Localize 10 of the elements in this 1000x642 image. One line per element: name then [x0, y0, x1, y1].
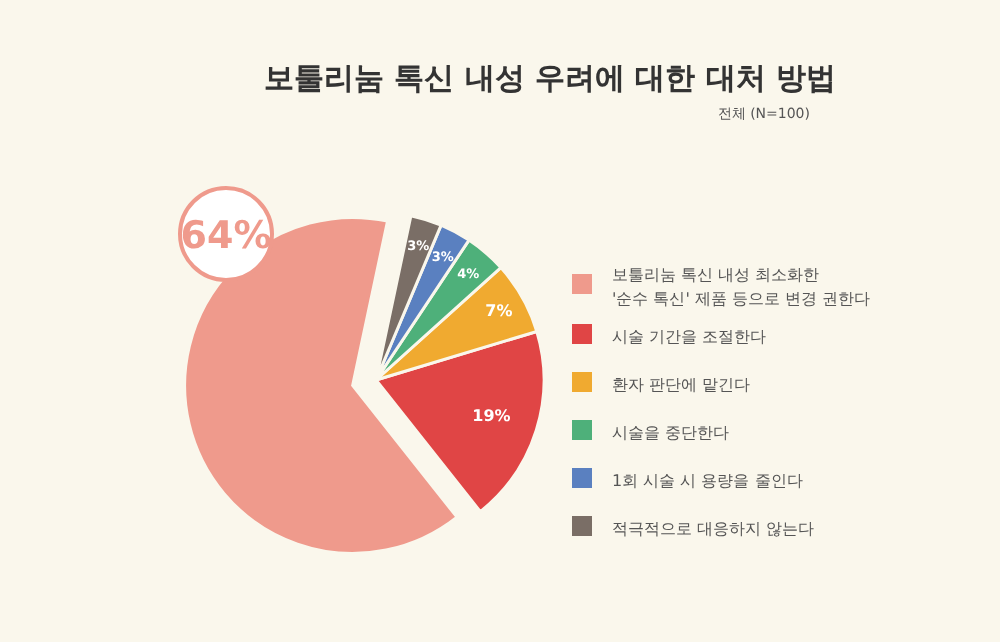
- chart-title: 보툴리눔 톡신 내성 우려에 대한 대처 방법: [263, 60, 837, 96]
- legend-label: 시술 기간을 조절한다: [612, 328, 767, 346]
- legend-label: 보툴리눔 톡신 내성 최소화한 '순수 톡신' 제품 등으로 변경 권한다: [612, 266, 871, 308]
- data-label: 64%: [180, 214, 272, 258]
- legend-label: 환자 판단에 맡긴다: [612, 376, 751, 394]
- legend-label: 시술을 중단한다: [612, 424, 730, 442]
- legend-label: 1회 시술 시 용량을 줄인다: [612, 472, 803, 490]
- legend-label: 적극적으로 대응하지 않는다: [612, 520, 815, 538]
- data-label: 7%: [485, 301, 513, 320]
- data-label: 19%: [472, 407, 511, 426]
